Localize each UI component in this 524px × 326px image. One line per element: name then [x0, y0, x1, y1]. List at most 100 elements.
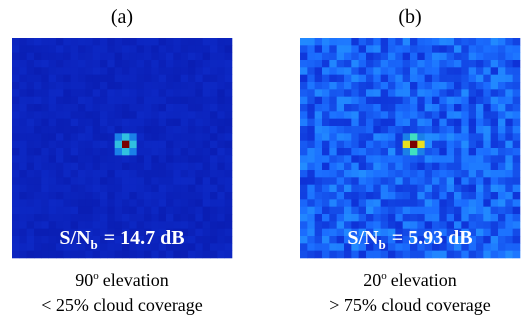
pixel — [315, 45, 323, 53]
pixel — [41, 155, 49, 163]
pixel — [159, 214, 167, 222]
pixel — [344, 45, 352, 53]
pixel — [129, 97, 137, 105]
pixel — [454, 199, 462, 207]
pixel — [359, 170, 367, 178]
pixel — [410, 251, 418, 259]
pixel — [181, 119, 189, 127]
pixel — [417, 163, 425, 171]
pixel — [144, 60, 152, 68]
pixel — [425, 214, 433, 222]
pixel — [71, 192, 79, 200]
pixel — [432, 60, 440, 68]
pixel — [403, 60, 411, 68]
pixel — [300, 104, 308, 112]
pixel — [56, 53, 64, 61]
pixel — [337, 38, 345, 46]
pixel — [41, 192, 49, 200]
pixel — [115, 192, 123, 200]
pixel — [447, 60, 455, 68]
pixel — [225, 45, 233, 53]
pixel — [432, 82, 440, 90]
pixel — [359, 133, 367, 141]
pixel — [432, 104, 440, 112]
pixel — [217, 82, 225, 90]
pixel — [337, 97, 345, 105]
pixel — [476, 163, 484, 171]
pixel — [417, 119, 425, 127]
pixel — [217, 141, 225, 149]
pixel — [122, 97, 130, 105]
pixel — [461, 141, 469, 149]
pixel — [417, 141, 425, 149]
pixel — [144, 185, 152, 193]
pixel — [351, 199, 359, 207]
pixel — [78, 133, 86, 141]
pixel — [78, 148, 86, 156]
pixel — [373, 126, 381, 134]
pixel — [381, 53, 389, 61]
pixel — [344, 75, 352, 83]
pixel — [56, 133, 64, 141]
pixel — [49, 104, 57, 112]
pixel — [188, 214, 196, 222]
pixel — [56, 97, 64, 105]
pixel — [351, 207, 359, 215]
pixel — [322, 67, 330, 75]
pixel — [100, 192, 108, 200]
pixel — [381, 60, 389, 68]
pixel — [454, 177, 462, 185]
pixel — [41, 53, 49, 61]
pixel — [173, 192, 181, 200]
pixel — [115, 119, 123, 127]
pixel — [315, 199, 323, 207]
pixel — [351, 75, 359, 83]
pixel — [195, 236, 203, 244]
pixel — [366, 133, 374, 141]
pixel — [217, 207, 225, 215]
pixel — [329, 163, 337, 171]
pixel — [107, 148, 115, 156]
pixel — [78, 75, 86, 83]
pixel — [307, 60, 315, 68]
pixel — [85, 104, 93, 112]
pixel — [137, 104, 145, 112]
pixel — [307, 89, 315, 97]
pixel — [344, 192, 352, 200]
pixel — [491, 236, 499, 244]
pixel — [351, 38, 359, 46]
pixel — [315, 163, 323, 171]
pixel — [85, 185, 93, 193]
pixel — [115, 111, 123, 119]
pixel — [300, 185, 308, 193]
pixel — [425, 38, 433, 46]
pixel — [225, 236, 233, 244]
pixel — [491, 177, 499, 185]
pixel — [505, 67, 513, 75]
pixel — [129, 214, 137, 222]
pixel — [425, 148, 433, 156]
pixel — [505, 60, 513, 68]
pixel — [307, 229, 315, 237]
pixel — [181, 126, 189, 134]
pixel — [188, 45, 196, 53]
snr-sub: b — [91, 237, 98, 252]
pixel — [49, 75, 57, 83]
pixel — [366, 141, 374, 149]
pixel — [27, 53, 35, 61]
pixel — [195, 185, 203, 193]
pixel — [461, 207, 469, 215]
pixel — [129, 38, 137, 46]
pixel — [41, 236, 49, 244]
pixel — [351, 155, 359, 163]
pixel — [381, 163, 389, 171]
pixel — [100, 97, 108, 105]
pixel — [225, 221, 233, 229]
pixel — [513, 170, 521, 178]
pixel — [476, 229, 484, 237]
pixel — [366, 207, 374, 215]
pixel — [329, 67, 337, 75]
pixel — [513, 148, 521, 156]
pixel — [366, 126, 374, 134]
pixel — [34, 126, 42, 134]
